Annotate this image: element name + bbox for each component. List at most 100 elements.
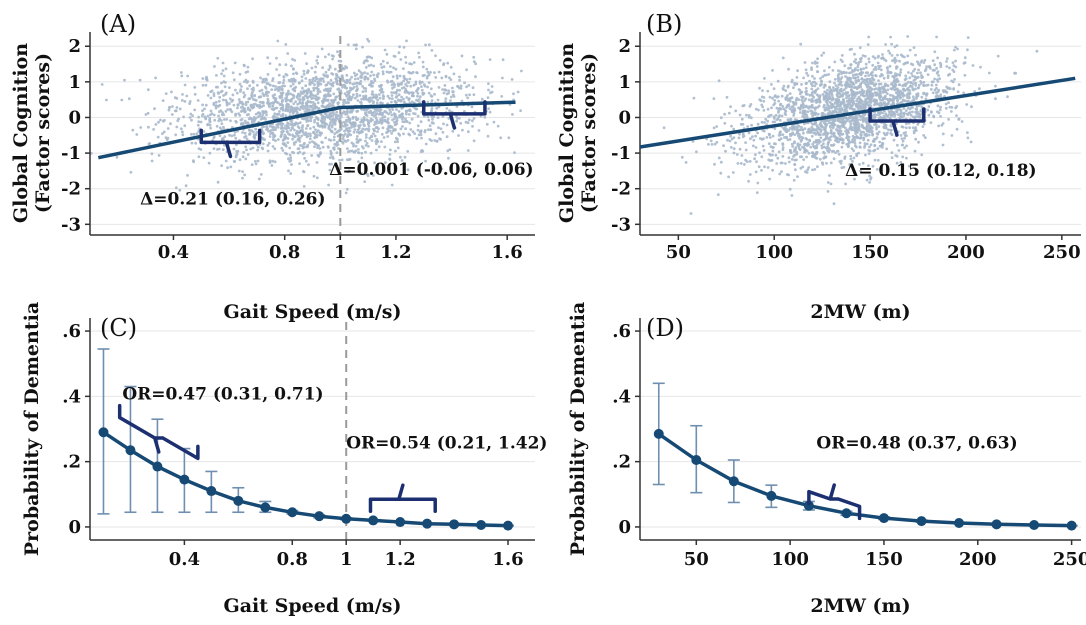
scatter-point bbox=[933, 77, 936, 81]
scatter-point bbox=[279, 121, 283, 125]
scatter-point bbox=[390, 94, 394, 97]
scatter-point bbox=[303, 141, 306, 145]
scatter-point bbox=[425, 76, 429, 80]
scatter-point bbox=[863, 117, 867, 121]
scatter-point bbox=[354, 149, 358, 153]
scatter-point bbox=[920, 74, 923, 77]
scatter-point bbox=[262, 94, 266, 98]
scatter-point bbox=[408, 121, 412, 125]
scatter-point bbox=[810, 93, 813, 97]
scatter-point bbox=[771, 120, 775, 124]
scatter-point bbox=[710, 143, 714, 146]
scatter-point bbox=[874, 74, 877, 77]
scatter-point bbox=[374, 140, 378, 143]
scatter-point bbox=[730, 137, 734, 141]
scatter-point bbox=[271, 84, 275, 88]
scatter-point bbox=[935, 66, 938, 70]
data-point bbox=[991, 519, 1002, 530]
scatter-point bbox=[851, 160, 854, 163]
scatter-point bbox=[241, 176, 244, 180]
scatter-point bbox=[898, 73, 901, 77]
scatter-point bbox=[354, 144, 358, 148]
scatter-point bbox=[244, 145, 248, 149]
panel-label: (C) bbox=[100, 314, 137, 342]
scatter-point bbox=[859, 71, 862, 75]
scatter-point bbox=[324, 83, 328, 87]
scatter-point bbox=[237, 112, 241, 115]
scatter-point bbox=[286, 52, 290, 55]
scatter-point bbox=[955, 127, 959, 131]
scatter-point bbox=[739, 162, 743, 165]
scatter-point bbox=[428, 138, 432, 141]
scatter-point bbox=[361, 90, 365, 93]
scatter-point bbox=[416, 94, 419, 98]
scatter-point bbox=[916, 75, 920, 79]
scatter-point bbox=[787, 103, 791, 107]
x-tick-label: 0.4 bbox=[169, 549, 200, 570]
scatter-point bbox=[373, 110, 377, 114]
scatter-point bbox=[301, 124, 305, 128]
scatter-point bbox=[911, 63, 915, 67]
scatter-point bbox=[410, 62, 413, 66]
scatter-point bbox=[738, 132, 741, 136]
scatter-point bbox=[691, 140, 695, 143]
scatter-point bbox=[405, 39, 408, 43]
scatter-point bbox=[490, 90, 494, 94]
data-point bbox=[98, 427, 109, 438]
scatter-point bbox=[188, 102, 192, 105]
scatter-point bbox=[966, 131, 969, 135]
scatter-point bbox=[448, 76, 451, 80]
scatter-point bbox=[861, 54, 865, 57]
scatter-point bbox=[390, 183, 394, 187]
scatter-point bbox=[304, 127, 308, 130]
scatter-point bbox=[373, 79, 377, 83]
scatter-point bbox=[886, 69, 890, 72]
scatter-point bbox=[781, 143, 785, 147]
scatter-point bbox=[884, 113, 888, 117]
scatter-point bbox=[851, 134, 855, 138]
scatter-point bbox=[224, 67, 228, 71]
scatter-point bbox=[245, 81, 249, 84]
scatter-point bbox=[846, 129, 850, 133]
scatter-point bbox=[892, 98, 895, 102]
scatter-point bbox=[887, 49, 890, 53]
scatter-point bbox=[846, 78, 850, 82]
scatter-point bbox=[804, 149, 808, 153]
scatter-point bbox=[741, 123, 745, 126]
scatter-point bbox=[904, 74, 908, 78]
scatter-point bbox=[306, 70, 309, 74]
scatter-point bbox=[828, 80, 832, 84]
scatter-point bbox=[322, 94, 326, 98]
scatter-point bbox=[805, 116, 809, 119]
scatter-point bbox=[748, 160, 752, 163]
scatter-point bbox=[437, 126, 440, 129]
scatter-point bbox=[713, 142, 717, 146]
scatter-point bbox=[837, 72, 841, 76]
scatter-point bbox=[316, 84, 320, 88]
scatter-point bbox=[297, 138, 300, 142]
scatter-point bbox=[338, 89, 342, 93]
scatter-point bbox=[394, 90, 398, 94]
scatter-point bbox=[911, 115, 915, 119]
y-tick-label: .4 bbox=[62, 386, 81, 407]
scatter-point bbox=[856, 65, 860, 69]
scatter-point bbox=[242, 91, 246, 94]
scatter-point bbox=[837, 124, 840, 128]
scatter-point bbox=[837, 69, 840, 73]
scatter-point bbox=[826, 99, 830, 103]
scatter-point bbox=[895, 161, 899, 165]
scatter-point bbox=[845, 116, 848, 120]
scatter-point bbox=[238, 72, 242, 76]
scatter-point bbox=[979, 65, 982, 69]
scatter-point bbox=[847, 101, 850, 104]
scatter-point bbox=[228, 97, 232, 101]
scatter-point bbox=[890, 114, 893, 118]
scatter-point bbox=[442, 63, 445, 67]
scatter-point bbox=[394, 67, 398, 71]
scatter-point bbox=[275, 56, 278, 60]
scatter-point bbox=[871, 139, 875, 143]
scatter-point bbox=[224, 93, 227, 96]
scatter-point bbox=[823, 127, 827, 131]
scatter-point bbox=[877, 130, 881, 134]
